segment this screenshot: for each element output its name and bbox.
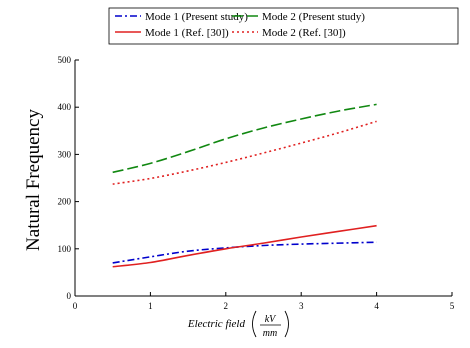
x-axis-unit-denominator: mm [263,328,277,339]
x-axis-label-right-paren [284,310,289,338]
y-tick-label: 400 [58,102,72,112]
y-axis-label: Natural Frequency [23,109,44,251]
y-tick-label: 100 [58,244,72,254]
series-line-2 [112,103,377,174]
y-tick-label: 0 [67,291,72,301]
x-ticks: 0 1 2 3 4 5 [73,292,455,311]
x-axis-label-left-paren [252,310,257,338]
x-tick-label: 4 [374,301,379,311]
series-line-1 [112,241,377,264]
x-axis-unit-numerator: kV [265,314,277,325]
legend: Mode 1 (Present study) Mode 2 (Present st… [108,7,459,45]
legend-label-1: Mode 1 (Present study) [145,11,248,23]
series-lines [112,103,377,268]
y-tick-label: 500 [58,55,72,65]
x-axis-label-group: Electric field kV mm [187,310,289,339]
x-tick-label: 2 [224,301,229,311]
legend-box [108,7,459,45]
x-tick-label: 0 [73,301,78,311]
x-tick-label: 3 [299,301,304,311]
x-tick-label: 5 [450,301,455,311]
legend-items: Mode 1 (Present study) Mode 2 (Present st… [115,11,365,39]
series-line-3 [112,224,377,268]
x-axis-label: Electric field [187,318,246,330]
y-tick-label: 300 [58,149,72,159]
series-line-4 [112,120,377,185]
y-tick-label: 200 [58,197,72,207]
legend-label-4: Mode 2 (Ref. [30]) [262,27,346,39]
y-ticks: 0 100 200 300 400 500 [58,55,79,301]
x-tick-label: 1 [148,301,153,311]
plot-area: 0 1 2 3 4 5 0 100 200 300 400 500 [58,55,455,311]
legend-label-2: Mode 2 (Present study) [262,11,365,23]
legend-label-3: Mode 1 (Ref. [30]) [145,27,229,39]
